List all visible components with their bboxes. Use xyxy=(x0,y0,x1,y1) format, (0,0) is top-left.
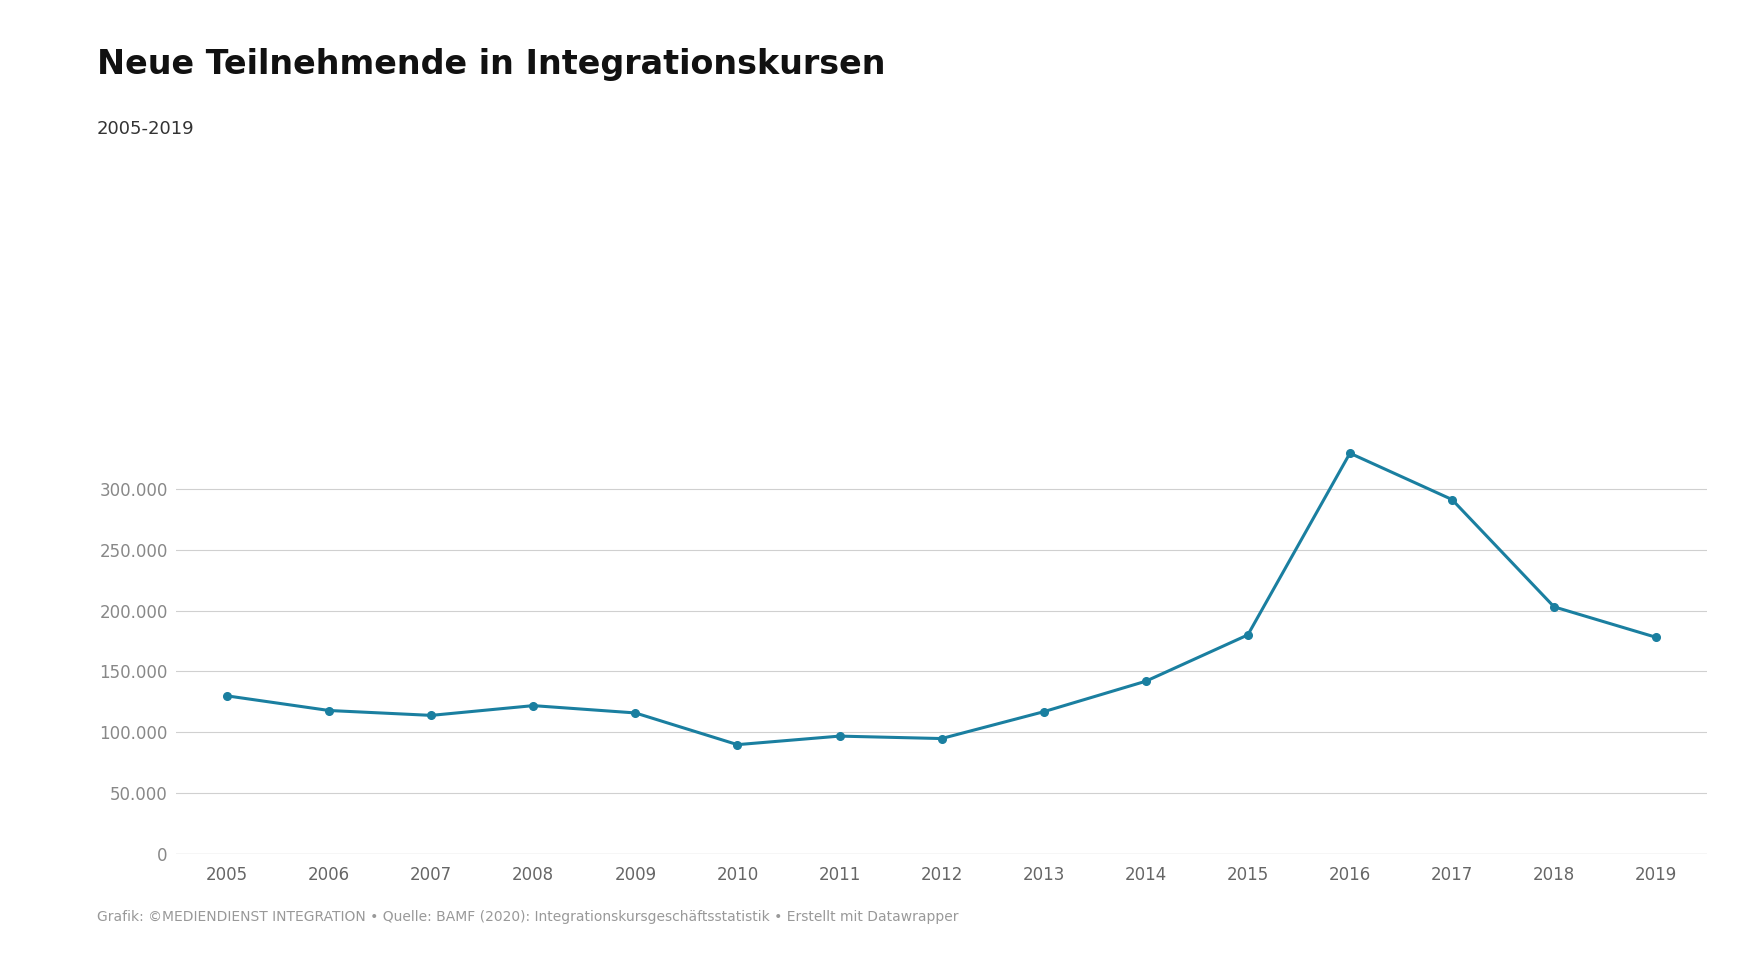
Text: Grafik: ©MEDIENDIENST INTEGRATION • Quelle: BAMF (2020): Integrationskursgeschäf: Grafik: ©MEDIENDIENST INTEGRATION • Quel… xyxy=(97,909,957,924)
Text: Neue Teilnehmende in Integrationskursen: Neue Teilnehmende in Integrationskursen xyxy=(97,48,885,81)
Text: 2005-2019: 2005-2019 xyxy=(97,120,194,138)
